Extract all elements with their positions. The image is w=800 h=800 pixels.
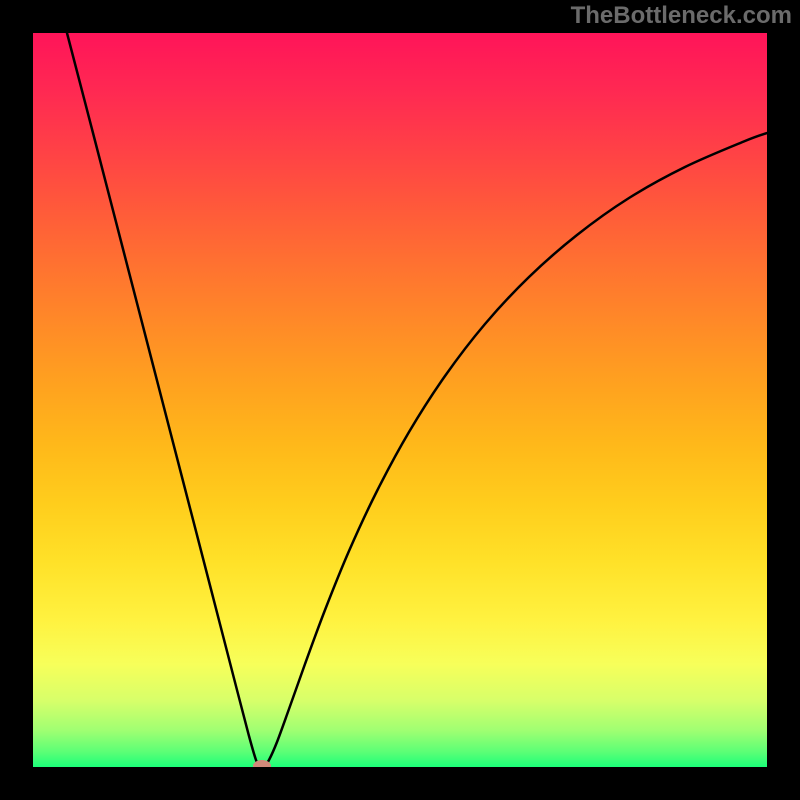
watermark-text: TheBottleneck.com [571,2,792,30]
gradient-background [33,33,767,767]
plot-area [33,33,767,767]
bottleneck-curve-svg [33,33,767,767]
chart-frame: TheBottleneck.com [0,0,800,800]
